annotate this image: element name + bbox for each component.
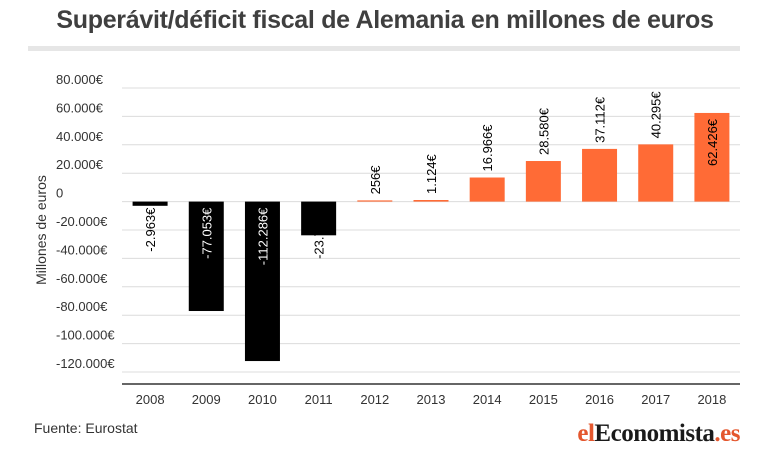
x-tick-label: 2017: [641, 392, 670, 407]
bars: [132, 112, 730, 362]
y-tick-label: -80.000€: [56, 299, 108, 314]
bar: [469, 177, 505, 202]
x-tick-label: 2012: [360, 392, 389, 407]
data-labels: -2.963€ -77.053€ -112.286€ -23.741€ 256€ 1.12…: [143, 91, 720, 266]
data-label: 16.966€: [480, 124, 495, 172]
y-axis-ticks: 80.000€ 60.000€ 40.000€ 20.000€ 0 -20.000€ -40…: [56, 72, 115, 371]
y-tick-label: -20.000€: [56, 214, 108, 229]
chart-title: Superávit/déficit fiscal de Alemania en …: [56, 6, 714, 34]
x-axis-ticks: 2008 2009 2010 2011 2012 2013 2014 2015 2016 2017…: [136, 392, 727, 407]
y-axis-label: Millones de euros: [33, 175, 49, 285]
data-label: 62.426€: [705, 118, 720, 166]
data-label: 40.295€: [649, 91, 664, 139]
data-label: -2.963€: [143, 207, 158, 252]
bar: [638, 144, 674, 202]
brand-part-es: .es: [714, 420, 740, 447]
y-tick-label: 0: [56, 186, 63, 201]
y-tick-label: 20.000€: [56, 157, 104, 172]
data-label: -112.286€: [255, 207, 270, 265]
brand-part-el: el: [577, 420, 595, 447]
bar: [244, 201, 280, 362]
x-tick-label: 2013: [417, 392, 446, 407]
x-tick-label: 2009: [192, 392, 221, 407]
data-label: -77.053€: [199, 207, 214, 259]
bar: [413, 200, 449, 202]
x-tick-label: 2018: [697, 392, 726, 407]
data-label: 1.124€: [424, 153, 439, 194]
y-tick-label: -120.000€: [56, 356, 115, 371]
y-tick-label: -100.000€: [56, 328, 115, 343]
x-tick-label: 2010: [248, 392, 277, 407]
title-divider: [28, 46, 740, 51]
bar: [525, 161, 561, 202]
y-tick-label: 60.000€: [56, 100, 104, 115]
bar: [694, 112, 730, 202]
y-tick-label: 40.000€: [56, 129, 104, 144]
x-tick-label: 2014: [473, 392, 502, 407]
brand-part-economista: Economista: [594, 420, 715, 447]
gridlines: [122, 87, 740, 373]
bar: [301, 201, 337, 236]
x-tick-label: 2011: [305, 392, 333, 407]
y-tick-label: 80.000€: [56, 72, 104, 87]
data-label: -23.741€: [312, 207, 327, 259]
data-label: 37.112€: [593, 96, 608, 143]
data-label: 256€: [368, 165, 383, 195]
bar: [582, 148, 618, 202]
bar: [357, 200, 393, 202]
y-tick-label: -60.000€: [56, 271, 108, 286]
brand-logo: elEconomista.es: [577, 420, 740, 448]
bar: [132, 201, 168, 206]
x-tick-label: 2015: [529, 392, 558, 407]
y-tick-label: -40.000€: [56, 242, 108, 257]
data-label: 28.580€: [536, 107, 551, 155]
x-tick-label: 2008: [136, 392, 165, 407]
bar: [188, 201, 224, 312]
x-tick-label: 2016: [585, 392, 614, 407]
source-note: Fuente: Eurostat: [34, 420, 138, 436]
